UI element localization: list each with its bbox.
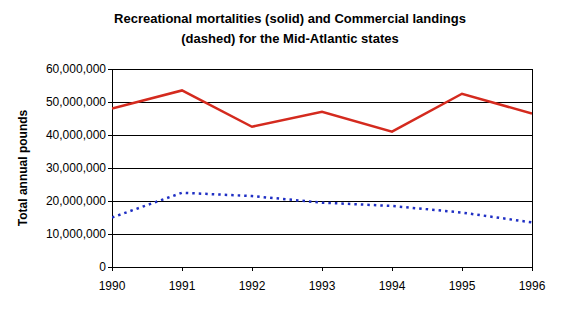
grid-line	[112, 168, 532, 169]
y-tick	[108, 135, 112, 136]
y-tick-label: 50,000,000	[46, 95, 106, 109]
series-group	[112, 90, 532, 222]
y-tick-label: 20,000,000	[46, 194, 106, 208]
y-tick-label: 0	[99, 260, 106, 274]
series-line	[112, 90, 532, 131]
y-tick	[108, 201, 112, 202]
x-tick	[182, 267, 183, 271]
x-tick	[532, 267, 533, 271]
title-line: (dashed) for the Mid-Atlantic states	[181, 31, 398, 46]
y-tick-label: 60,000,000	[46, 62, 106, 76]
y-tick	[108, 69, 112, 70]
x-tick	[462, 267, 463, 271]
x-tick-label: 1995	[449, 279, 476, 293]
x-tick-label: 1991	[169, 279, 196, 293]
x-tick-label: 1994	[379, 279, 406, 293]
y-tick	[108, 168, 112, 169]
grid-line	[112, 135, 532, 136]
x-tick	[322, 267, 323, 271]
y-tick-label: 10,000,000	[46, 227, 106, 241]
x-tick-label: 1996	[519, 279, 546, 293]
grid-line	[112, 201, 532, 202]
series-line	[112, 193, 532, 223]
plot-frame	[112, 69, 532, 267]
title-line: Recreational mortalities (solid) and Com…	[114, 11, 466, 26]
x-tick	[252, 267, 253, 271]
y-tick-label: 40,000,000	[46, 128, 106, 142]
y-tick	[108, 267, 112, 268]
x-tick	[392, 267, 393, 271]
title: Recreational mortalities (solid) and Com…	[114, 11, 466, 46]
chart: Recreational mortalities (solid) and Com…	[0, 0, 561, 313]
x-tick-label: 1992	[239, 279, 266, 293]
y-axis-label: Total annual pounds	[16, 109, 30, 226]
y-tick-label: 30,000,000	[46, 161, 106, 175]
y-tick	[108, 234, 112, 235]
x-tick	[112, 267, 113, 271]
x-tick-label: 1990	[99, 279, 126, 293]
x-tick-label: 1993	[309, 279, 336, 293]
grid-line	[112, 234, 532, 235]
y-tick	[108, 102, 112, 103]
grid-line	[112, 102, 532, 103]
